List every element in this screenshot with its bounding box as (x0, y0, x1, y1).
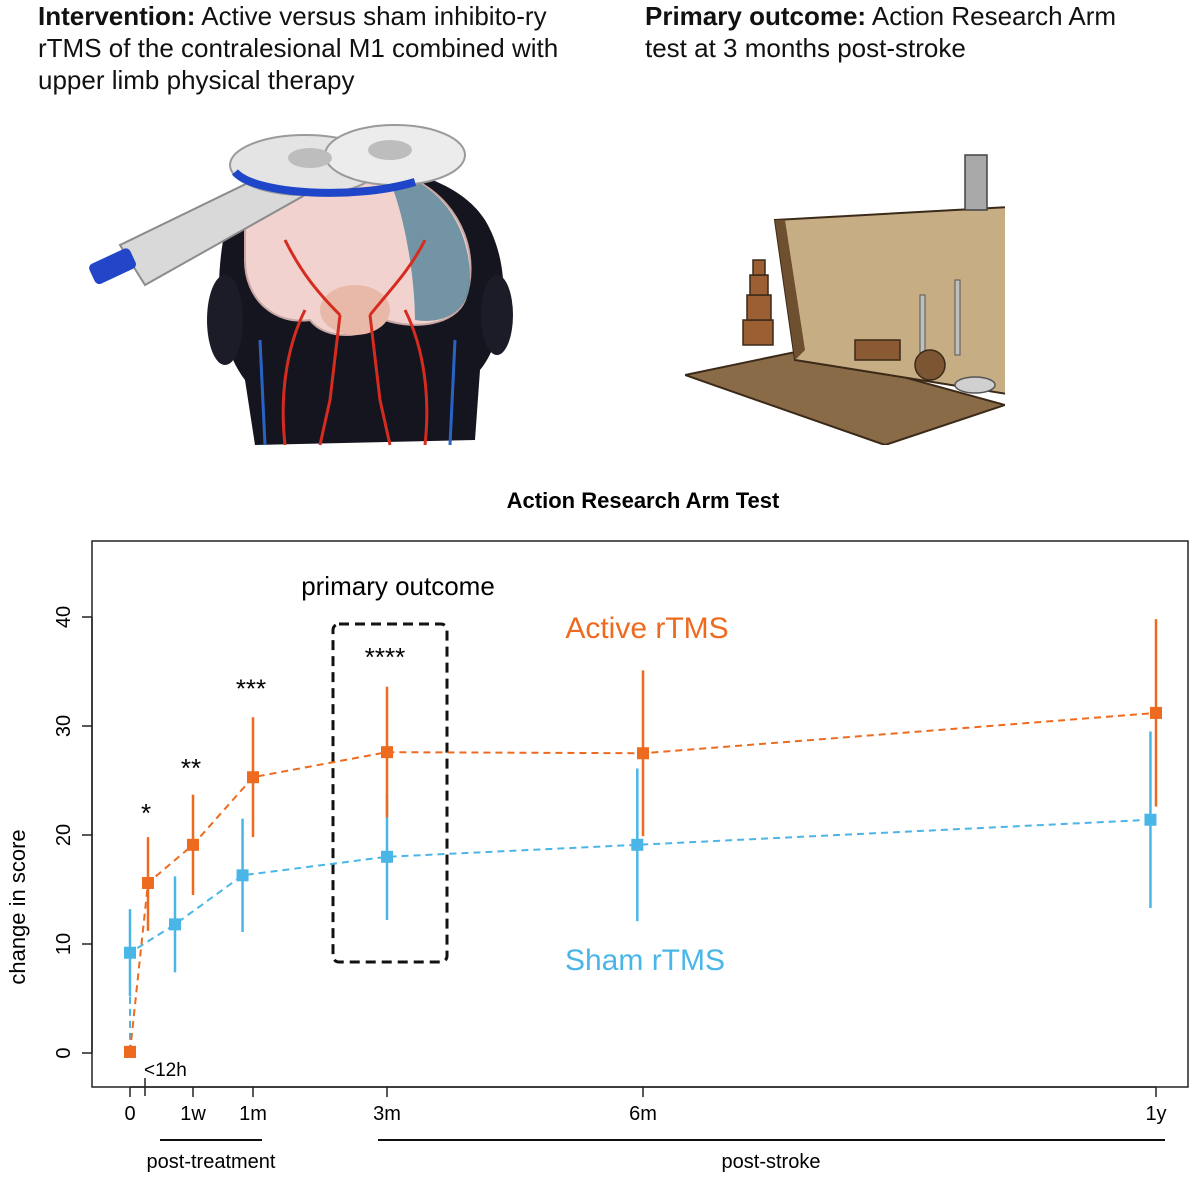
intervention-caption: Intervention: Active versus sham inhibit… (38, 0, 598, 96)
sham-point (631, 838, 644, 851)
sham-point (124, 946, 136, 959)
y-axis: 0 10 20 30 40 (53, 606, 93, 1059)
post-treatment-label: post-treatment (147, 1151, 276, 1173)
outcome-caption: Primary outcome: Action Research Arm tes… (645, 0, 1145, 64)
intervention-text: Active versus sham inhibito-ry rTMS of t… (38, 1, 559, 95)
y-axis-label: change in score (5, 829, 30, 984)
x-tick-label: 1y (1145, 1103, 1166, 1125)
arat-chart: Action Research Arm Test change in score… (5, 488, 1189, 1173)
intervention-label: Intervention: (38, 1, 196, 31)
x-tick-label: 1m (239, 1103, 267, 1125)
arat-box-illustration (685, 154, 1005, 445)
active-point (381, 746, 393, 759)
y-tick-label: 40 (53, 606, 75, 628)
significance-star: ** (181, 753, 201, 783)
active-point (247, 771, 259, 784)
active-point (187, 838, 199, 851)
y-tick-label: 10 (53, 933, 75, 955)
x-axis: 0 1w 1m 3m 6m 1y <12h (124, 1060, 1166, 1125)
significance-star: *** (236, 674, 266, 704)
sham-point (381, 850, 393, 863)
post-stroke-label: post-stroke (722, 1151, 821, 1173)
x-tick-label: 3m (373, 1103, 401, 1125)
sham-point (236, 869, 249, 882)
primary-outcome-box (331, 622, 449, 964)
active-point (1150, 706, 1162, 719)
x-tick-label: 0 (124, 1103, 135, 1125)
tms-head-illustration (89, 124, 513, 446)
outcome-label: Primary outcome: (645, 1, 867, 31)
active-point (637, 747, 649, 760)
sham-rtms-label: Sham rTMS (565, 944, 725, 977)
outcome-text: Action Research Arm test at 3 months pos… (645, 1, 1117, 63)
sham-line (129, 818, 1151, 1052)
significance-star: **** (365, 642, 405, 672)
sham-point (1144, 813, 1157, 826)
series-layer (124, 619, 1162, 1058)
sham-point (169, 918, 181, 931)
y-tick-label: 30 (53, 715, 75, 737)
y-tick-label: 20 (53, 824, 75, 846)
significance-star: * (141, 798, 151, 828)
active-rtms-label: Active rTMS (565, 612, 728, 645)
x-tick-label: 1w (180, 1103, 206, 1125)
y-tick-label: 0 (53, 1047, 75, 1058)
significance-markers: ********** (141, 642, 405, 828)
primary-outcome-label: primary outcome (301, 571, 495, 601)
active-point (142, 876, 154, 889)
chart-title: Action Research Arm Test (507, 488, 780, 513)
active-point (124, 1045, 136, 1058)
x-tick-label-12h: <12h (144, 1060, 187, 1081)
x-tick-label: 6m (629, 1103, 657, 1125)
